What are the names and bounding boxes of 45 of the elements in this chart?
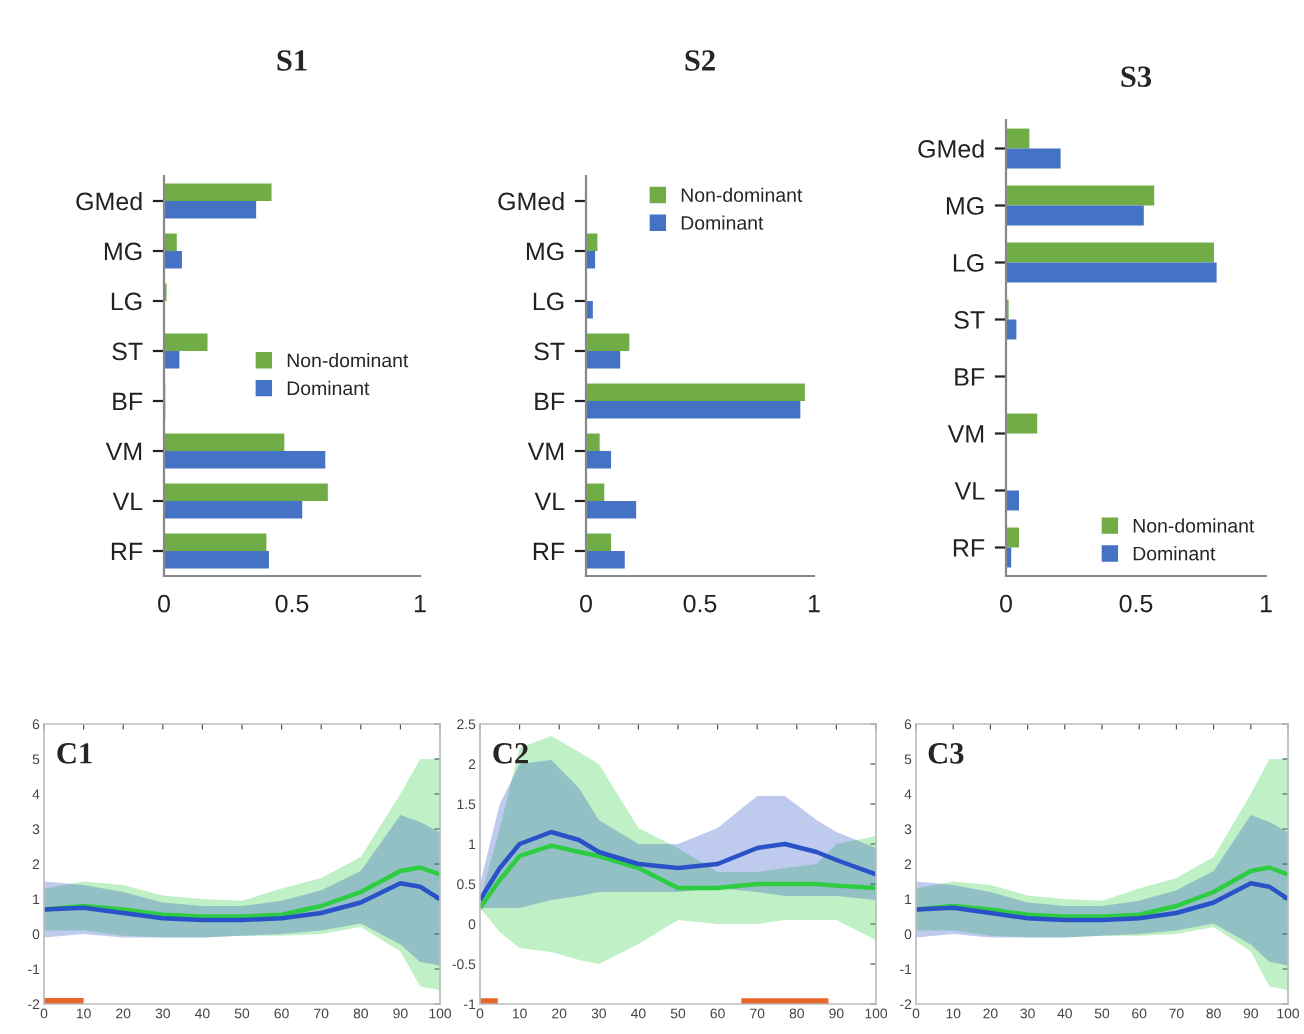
y-tick-label: VM <box>105 442 142 461</box>
chart-title: S3 <box>1121 66 1152 87</box>
x-tick-label: 0.5 <box>683 594 717 613</box>
x-tick-label: 0 <box>1000 594 1012 613</box>
y-tick-label: MG <box>526 242 564 261</box>
y-tick-label: LG <box>953 254 984 272</box>
y-tick-label: RF <box>533 542 565 561</box>
legend-label: Dominant <box>1133 546 1216 561</box>
y-tick-label: VM <box>947 425 984 443</box>
y-tick-label: BF <box>955 368 985 386</box>
y-tick-label: GMed <box>498 191 564 211</box>
y-tick-label: BF <box>113 392 143 411</box>
y-tick-label: RF <box>953 539 985 557</box>
y-tick-label: ST <box>534 342 565 361</box>
chart-title: S1 <box>277 50 307 71</box>
y-tick-label: MG <box>104 242 142 261</box>
y-tick-label: LG <box>111 292 142 311</box>
x-tick-label: 0 <box>158 594 170 613</box>
legend-label: Non-dominant <box>287 353 409 368</box>
x-tick-label: 0.5 <box>275 594 309 613</box>
y-tick-label: GMed <box>76 191 142 211</box>
legend-label: Dominant <box>681 215 764 230</box>
y-tick-label: VM <box>527 442 564 461</box>
x-tick-label: 1 <box>808 594 820 613</box>
y-tick-label: RF <box>111 542 143 561</box>
legend-label: Non-dominant <box>1133 518 1255 533</box>
chart-title: C2 <box>493 743 528 764</box>
y-tick-label: VL <box>534 492 565 511</box>
legend-label: Dominant <box>287 380 370 396</box>
y-tick-label: VL <box>112 492 143 511</box>
chart-title: C3 <box>928 743 964 764</box>
x-tick-label: 0 <box>580 594 592 613</box>
y-tick-label: VL <box>954 482 985 500</box>
chart-title: S2 <box>685 50 715 71</box>
y-tick-label: LG <box>533 292 564 311</box>
y-tick-label: MG <box>946 197 984 215</box>
x-tick-label: 0.5 <box>1119 594 1153 613</box>
x-tick-label: 1 <box>1260 594 1272 613</box>
x-tick-label: 1 <box>414 594 426 613</box>
y-tick-label: ST <box>954 311 985 329</box>
y-tick-label: ST <box>112 342 143 361</box>
chart-title: C1 <box>57 743 92 764</box>
y-tick-label: GMed <box>918 139 984 158</box>
legend-label: Non-dominant <box>681 187 803 202</box>
y-tick-label: BF <box>535 392 565 411</box>
